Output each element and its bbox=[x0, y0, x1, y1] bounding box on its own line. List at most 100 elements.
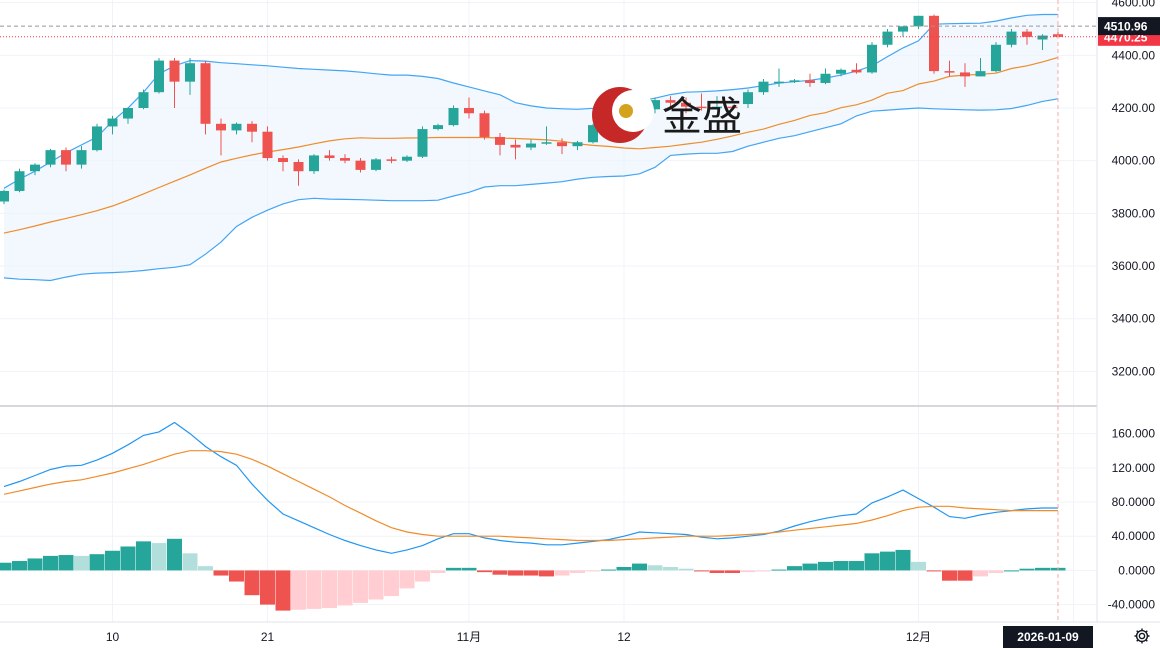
candle-body bbox=[789, 80, 800, 82]
candle bbox=[185, 57, 195, 95]
candle bbox=[154, 57, 164, 94]
candle bbox=[681, 97, 691, 114]
watermark-logo: 金盛 bbox=[592, 87, 742, 143]
macd-histogram-bar bbox=[570, 570, 585, 573]
candle bbox=[1006, 28, 1017, 48]
logo-text: 金盛 bbox=[662, 94, 742, 140]
macd-histogram-bar bbox=[849, 561, 864, 571]
candle-body bbox=[572, 142, 583, 147]
candle bbox=[433, 123, 443, 131]
candle bbox=[293, 159, 304, 186]
candle-body bbox=[851, 69, 862, 73]
candle bbox=[479, 110, 490, 140]
macd-histogram-bar bbox=[275, 570, 291, 611]
candle-body bbox=[169, 60, 180, 82]
macd-histogram-bar bbox=[229, 570, 244, 582]
candle-body bbox=[371, 159, 381, 170]
time-tick-label: 11月 bbox=[457, 630, 481, 644]
macd-histogram-bar bbox=[725, 570, 740, 573]
candle bbox=[743, 89, 753, 108]
macd-histogram-bar bbox=[198, 566, 213, 571]
candle-body bbox=[510, 144, 521, 148]
macd-histogram-bar bbox=[384, 570, 399, 597]
macd-histogram-bar bbox=[27, 558, 43, 571]
candle-body bbox=[1022, 31, 1032, 37]
candle bbox=[975, 57, 986, 77]
macd-histogram-bar bbox=[523, 570, 539, 576]
candle bbox=[696, 93, 707, 111]
candle bbox=[588, 123, 598, 144]
candle bbox=[820, 68, 831, 85]
candle bbox=[541, 126, 552, 145]
candle-body bbox=[898, 26, 908, 32]
time-axis[interactable]: 102111月1212月10192026 bbox=[106, 630, 1160, 644]
price-tick-label: 4600.00 bbox=[1112, 0, 1156, 10]
price-tick-label: 3400.00 bbox=[1112, 312, 1156, 326]
candle-body bbox=[836, 69, 846, 74]
macd-axis[interactable]: 160.000 120.000 80.0000 40.0000 0.0000 -40.00… bbox=[1108, 427, 1156, 612]
macd-tick-label: 0.0000 bbox=[1118, 563, 1155, 577]
candle bbox=[851, 63, 862, 74]
candle-body bbox=[727, 106, 738, 109]
price-tick-label: 4200.00 bbox=[1112, 101, 1156, 115]
candle bbox=[0, 189, 9, 205]
candle bbox=[61, 147, 71, 172]
candle-body bbox=[681, 102, 691, 107]
candle-body bbox=[774, 81, 784, 84]
time-tick-label: 21 bbox=[261, 630, 275, 644]
macd-histogram-bar bbox=[213, 570, 229, 576]
macd-grid bbox=[0, 433, 1097, 606]
candle bbox=[913, 15, 924, 29]
macd-histogram-bar bbox=[415, 570, 430, 582]
candle bbox=[991, 42, 1001, 73]
macd-line bbox=[3, 421, 1058, 554]
macd-histogram-bar bbox=[678, 568, 694, 571]
candle-body bbox=[417, 129, 428, 157]
macd-histogram-bar bbox=[12, 561, 27, 571]
candle-body bbox=[123, 107, 133, 119]
candle bbox=[650, 97, 660, 114]
macd-tick-label: 40.0000 bbox=[1112, 529, 1156, 543]
bollinger-lower-line bbox=[3, 98, 1059, 282]
candle-body bbox=[262, 131, 273, 159]
macd-histogram-bar bbox=[306, 570, 322, 609]
macd-histogram-bar bbox=[632, 563, 647, 571]
candle bbox=[805, 73, 815, 87]
gear-icon[interactable] bbox=[1133, 627, 1151, 645]
macd-histogram-bar bbox=[802, 563, 818, 571]
macd-histogram-bar bbox=[291, 570, 306, 610]
macd-histogram-bar bbox=[601, 569, 616, 571]
candle-body bbox=[882, 31, 893, 45]
bollinger-upper-line bbox=[3, 13, 1058, 189]
macd-histogram-bar bbox=[74, 555, 89, 571]
macd-histogram-bar bbox=[756, 570, 771, 572]
candle-body bbox=[138, 92, 149, 108]
candle bbox=[510, 139, 521, 160]
macd-histogram-bar bbox=[260, 570, 275, 605]
candle-body bbox=[650, 100, 660, 110]
candle-body bbox=[0, 190, 9, 202]
candle-body bbox=[76, 150, 87, 165]
candle bbox=[76, 146, 87, 169]
candle bbox=[727, 105, 738, 109]
candle bbox=[324, 150, 335, 161]
price-axis[interactable]: 4600.00 4400.00 4200.00 4000.00 3800.00 3600.… bbox=[1112, 0, 1156, 378]
macd-histogram-bar bbox=[787, 566, 802, 571]
candle-body bbox=[944, 71, 955, 73]
candle bbox=[774, 68, 784, 87]
macd-histogram-bar bbox=[988, 570, 1004, 573]
macd-histogram-bar bbox=[1004, 570, 1019, 572]
candle bbox=[278, 155, 288, 172]
candle bbox=[417, 126, 428, 159]
candle bbox=[402, 155, 412, 162]
macd-histogram-bar bbox=[167, 538, 182, 571]
candlestick-series[interactable] bbox=[0, 14, 1063, 205]
macd-histogram-bar bbox=[58, 555, 74, 571]
price-tick-label: 3600.00 bbox=[1112, 259, 1156, 273]
macd-histogram-bar bbox=[616, 567, 632, 571]
candle-body bbox=[433, 125, 443, 130]
macd-histogram-bar bbox=[182, 553, 198, 571]
candle-body bbox=[1006, 31, 1017, 45]
time-tick-label: 12月 bbox=[906, 630, 931, 644]
